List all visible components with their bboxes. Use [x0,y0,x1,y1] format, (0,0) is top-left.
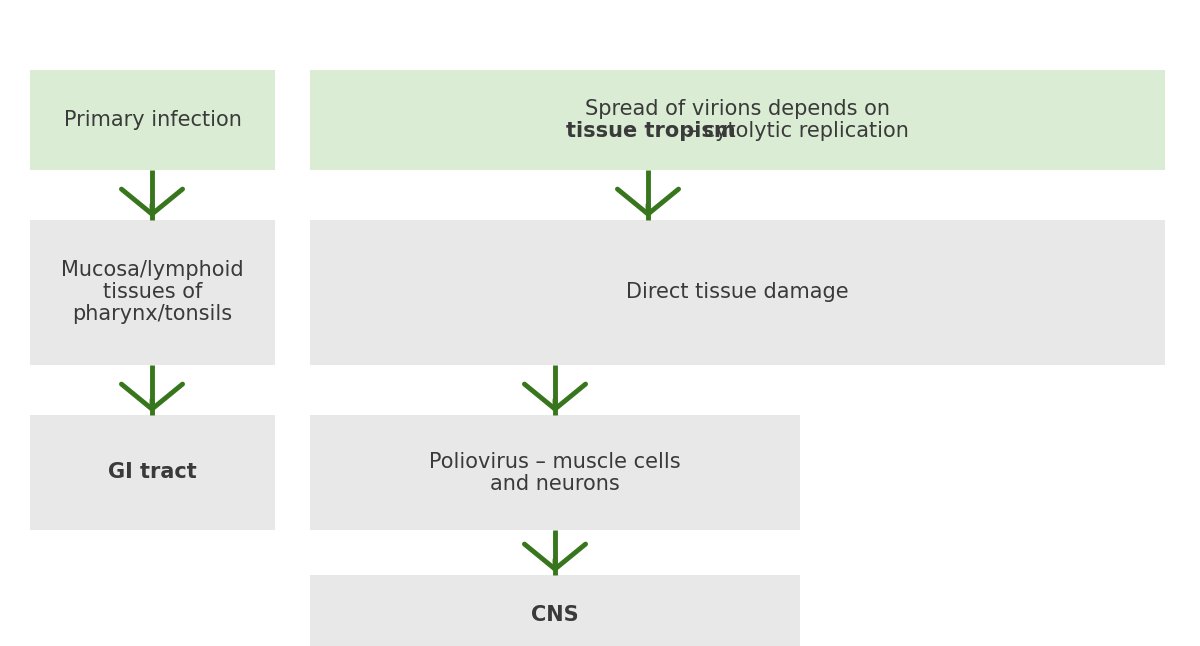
Text: tissue tropism: tissue tropism [653,121,822,141]
Text: Mucosa/lymphoid: Mucosa/lymphoid [61,260,244,280]
Bar [310,220,1165,365]
Text: Poliovirus – muscle cells: Poliovirus – muscle cells [430,452,680,472]
Bar [30,220,275,365]
Bar [30,70,275,170]
Bar [310,415,800,530]
Text: Spread of virions depends on: Spread of virions depends on [586,99,890,119]
Text: – cytolytic replication: – cytolytic replication [679,121,908,141]
Bar [310,575,800,646]
Text: CNS: CNS [532,605,578,625]
Text: Primary infection: Primary infection [64,110,241,130]
Text: tissue tropism: tissue tropism [566,121,736,141]
Text: GI tract: GI tract [108,463,197,483]
Text: Spread of virions depends on: Spread of virions depends on [586,99,890,119]
Bar [30,415,275,530]
Bar [310,70,1165,170]
Text: – cytolytic replication: – cytolytic replication [623,121,852,141]
Text: pharynx/tonsils: pharynx/tonsils [72,304,233,324]
Bar [310,70,1165,170]
Text: Direct tissue damage: Direct tissue damage [626,282,848,302]
Text: and neurons: and neurons [490,474,620,494]
Text: tissues of: tissues of [103,282,202,302]
